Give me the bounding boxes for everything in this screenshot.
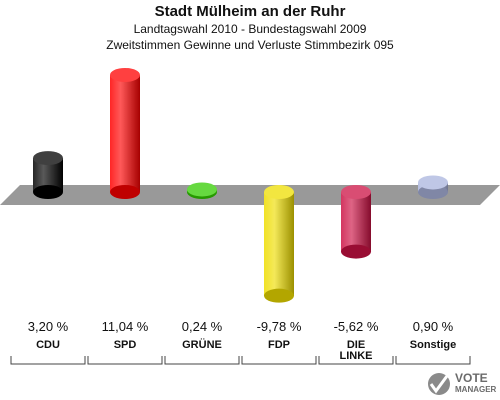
bar-cdu [33,151,63,199]
category-label-sonstige: Sonstige [410,339,456,351]
category-bracket-sonstige [395,356,471,365]
bar-die-linke [341,185,371,259]
chart-subtitle-1: Landtagswahl 2010 - Bundestagswahl 2009 [133,22,367,36]
value-label-spd: 11,04 % [102,319,149,334]
value-label-fdp: -9,78 % [257,319,302,334]
category-label-cdu: CDU [36,339,60,351]
vote-manager-logo: VOTE MANAGER [428,371,497,395]
category-bracket-spd [87,356,163,365]
bar-spd [110,67,140,199]
chart-title: Stadt Mülheim an der Ruhr [154,3,346,20]
bar-sonstige [418,175,448,199]
category-label-gr-ne: GRÜNE [182,338,222,351]
logo-text-manager: MANAGER [455,385,497,394]
value-label-cdu: 3,20 % [28,319,69,334]
labels-group: 3,20 % CDU 11,04 % SPD 0,24 % GRÜNE -9,78 % FDP… [10,319,471,365]
bar-gr-ne [187,182,217,199]
value-label-sonstige: 0,90 % [413,319,454,334]
category-bracket-fdp [241,356,317,365]
category-bracket-gr-ne [164,356,240,365]
chart-subtitle-2: Zweitstimmen Gewinne und Verluste Stimmb… [106,38,394,52]
logo-text-vote: VOTE [455,371,488,385]
bars-negative-group [264,185,371,303]
category-label-spd: SPD [114,339,137,351]
category-label-die-linke: DIE [347,339,365,351]
category-label-fdp: FDP [268,339,290,351]
value-label-die-linke: -5,62 % [334,319,379,334]
bar-fdp [264,185,294,303]
category-bracket-cdu [10,356,86,365]
category-bracket-die-linke [318,356,394,365]
category-label-die-linke: LINKE [340,350,373,362]
value-label-gr-ne: 0,24 % [182,319,223,334]
bars-positive-group [33,67,448,199]
